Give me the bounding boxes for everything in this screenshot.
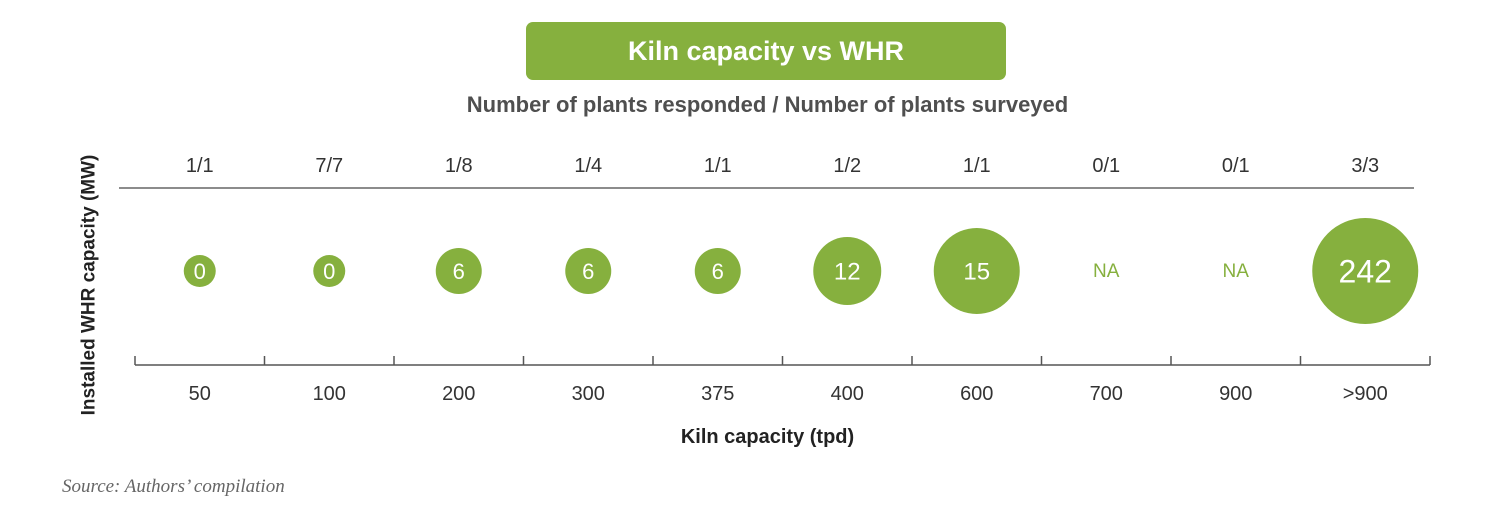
data-label-na: NA [1093,261,1120,282]
responded-surveyed-label: 3/3 [1351,155,1379,177]
x-tick-label: 200 [442,383,475,405]
data-label: 0 [323,259,335,284]
x-tick-label: 400 [831,383,864,405]
bubble-point [183,255,216,287]
x-tick-label: 900 [1219,383,1252,405]
data-label: 0 [194,259,206,284]
chart-title: Kiln capacity vs WHR [526,22,1006,80]
responded-surveyed-label: 0/1 [1092,155,1120,177]
responded-surveyed-label: 1/1 [963,155,991,177]
bubble-point [1312,218,1419,324]
data-label: 15 [963,259,990,286]
x-tick-label: 100 [313,383,346,405]
bubble-point [313,255,346,287]
data-label-na: NA [1223,261,1250,282]
x-tick-label: 375 [701,383,734,405]
responded-surveyed-label: 1/8 [445,155,473,177]
x-tick-label: 600 [960,383,993,405]
chart-subtitle: Number of plants responded / Number of p… [466,92,1069,117]
x-tick-label: >900 [1343,383,1388,405]
x-tick-label: 700 [1090,383,1123,405]
responded-surveyed-label: 1/4 [574,155,602,177]
responded-surveyed-label: 7/7 [315,155,343,177]
data-label: 6 [453,259,465,284]
bubble-point [435,248,482,294]
x-axis-label: Kiln capacity (tpd) [680,426,855,448]
x-tick-label: 300 [572,383,605,405]
bubble-point [933,228,1020,314]
bubble-point [813,237,882,305]
responded-surveyed-label: 0/1 [1222,155,1250,177]
responded-surveyed-label: 1/2 [833,155,861,177]
bubble-point [694,248,741,294]
x-tick-label: 50 [189,383,211,405]
data-label: 6 [582,259,594,284]
y-axis-label: Installed WHR capacity (MW) [78,154,100,416]
data-label: 6 [712,259,724,284]
responded-surveyed-label: 1/1 [704,155,732,177]
bubble-point [565,248,612,294]
responded-surveyed-label: 1/1 [186,155,214,177]
data-label: 12 [834,259,861,286]
data-label: 242 [1339,254,1392,290]
source-note: Source: Authors’ compilation [62,476,285,497]
